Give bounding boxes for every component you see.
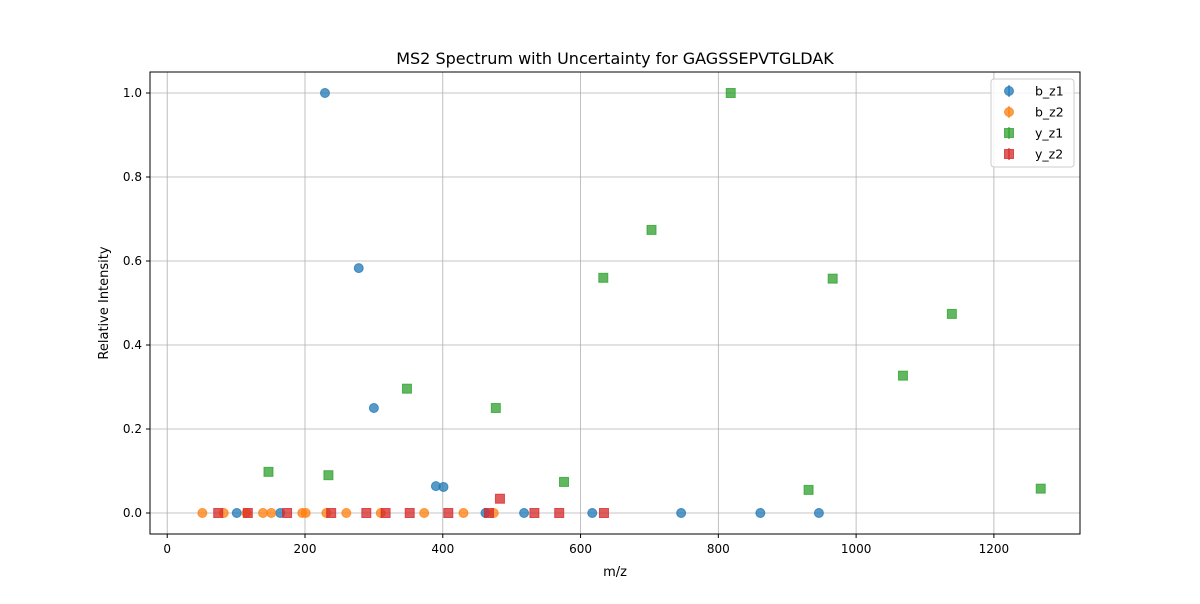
data-point xyxy=(443,508,454,518)
data-point xyxy=(803,484,814,495)
data-point xyxy=(380,508,391,518)
data-point xyxy=(300,508,311,518)
y-tick-label: 0.2 xyxy=(123,422,142,436)
data-point xyxy=(598,272,609,283)
legend-marker xyxy=(1004,128,1014,138)
data-point xyxy=(197,508,208,518)
data-point xyxy=(257,508,268,518)
data-point xyxy=(213,508,224,518)
axes: 0 200 400 600 800 1000 1200 0.0 0.2 0.4 0.6 0.8 1.0 xyxy=(123,86,1009,556)
data-point xyxy=(458,508,469,518)
data-point xyxy=(341,508,352,518)
legend-box xyxy=(990,78,1075,168)
legend-label: b_z2 xyxy=(1035,105,1064,120)
data-points xyxy=(197,88,1046,518)
data-point xyxy=(401,383,412,394)
data-point xyxy=(646,224,657,235)
legend-label: y_z1 xyxy=(1035,126,1063,141)
x-axis-label: m/z xyxy=(603,565,627,580)
data-point xyxy=(490,403,501,413)
y-tick-label: 0.4 xyxy=(123,338,142,352)
legend-marker xyxy=(1004,86,1014,96)
data-point xyxy=(494,493,505,504)
data-point xyxy=(755,508,766,518)
y-tick-label: 1.0 xyxy=(123,86,142,100)
legend: b_z1 b_z2 y_z1 y_z2 xyxy=(990,78,1075,168)
legend-label: b_z1 xyxy=(1035,84,1064,99)
data-point xyxy=(368,403,379,413)
data-point xyxy=(242,508,253,518)
x-tick-label: 600 xyxy=(569,542,592,556)
data-point xyxy=(827,273,838,284)
x-tick-label: 1200 xyxy=(979,542,1010,556)
data-point xyxy=(231,508,242,518)
legend-item: y_z1 xyxy=(1004,126,1063,141)
gridlines xyxy=(150,72,1080,534)
legend-marker xyxy=(1004,149,1014,159)
plot-frame xyxy=(149,71,1081,535)
data-point xyxy=(1035,483,1046,494)
legend-label: y_z2 xyxy=(1035,147,1063,162)
legend-item: y_z2 xyxy=(1004,147,1063,162)
data-point xyxy=(319,88,330,98)
legend-item: b_z1 xyxy=(1004,84,1064,99)
data-point xyxy=(676,508,687,518)
series-y-z1 xyxy=(263,88,1046,495)
data-point xyxy=(419,508,430,518)
legend-item: b_z2 xyxy=(1004,105,1064,120)
x-tick-label: 400 xyxy=(431,542,454,556)
x-tick-label: 200 xyxy=(294,542,317,556)
data-point xyxy=(323,470,334,481)
data-point xyxy=(263,466,274,477)
x-tick-label: 1000 xyxy=(841,542,872,556)
data-point xyxy=(946,308,957,319)
data-point xyxy=(813,508,824,518)
data-point xyxy=(282,508,293,518)
data-point xyxy=(554,508,565,518)
data-point xyxy=(598,508,609,518)
data-point xyxy=(725,88,736,98)
x-tick-label: 0 xyxy=(163,542,171,556)
data-point xyxy=(519,508,530,518)
y-tick-label: 0.0 xyxy=(123,506,142,520)
y-axis-label: Relative Intensity xyxy=(97,246,112,359)
data-point xyxy=(483,508,494,518)
data-point xyxy=(404,508,415,518)
data-point xyxy=(266,508,277,518)
data-point xyxy=(438,481,449,492)
x-tick-label: 800 xyxy=(707,542,730,556)
chart-title: MS2 Spectrum with Uncertainty for GAGSSE… xyxy=(396,49,834,68)
data-point xyxy=(361,508,372,518)
data-point xyxy=(587,508,598,518)
data-point xyxy=(529,508,540,518)
series-b-z1 xyxy=(231,88,824,518)
y-tick-label: 0.6 xyxy=(123,254,142,268)
data-point xyxy=(353,263,364,274)
data-point xyxy=(897,370,908,381)
data-point xyxy=(559,476,570,487)
data-point xyxy=(326,508,337,518)
legend-marker xyxy=(1004,107,1014,117)
series-y-z2 xyxy=(213,493,609,518)
y-tick-label: 0.8 xyxy=(123,170,142,184)
